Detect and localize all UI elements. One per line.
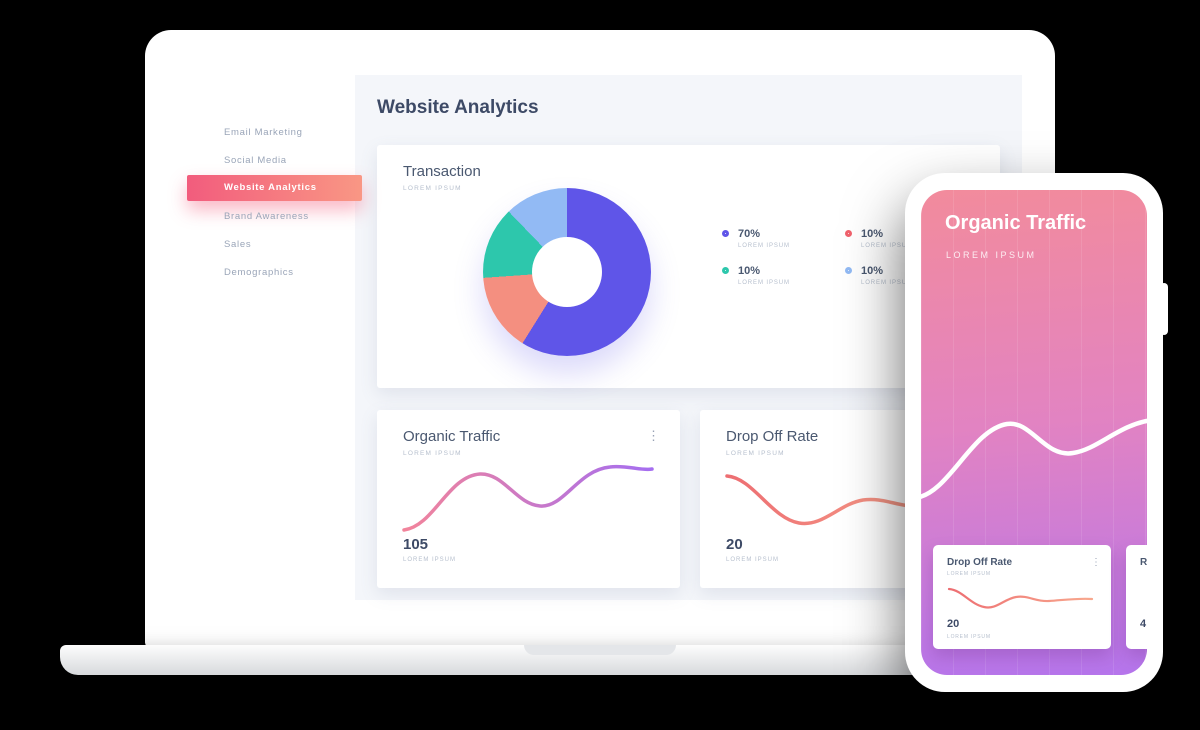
- organic-value-block: 105 LOREM IPSUM: [403, 536, 456, 563]
- phone-mockup: Organic Traffic LOREM IPSUM Drop Off Rat…: [905, 173, 1168, 692]
- phone-page-subtitle: LOREM IPSUM: [946, 250, 1037, 260]
- legend-value: 10%: [738, 265, 761, 277]
- sidebar-item-sales[interactable]: Sales: [224, 239, 252, 250]
- legend-label: LOREM IPSUM: [738, 243, 790, 249]
- organic-value: 105: [403, 536, 429, 553]
- dropoff-value: 20: [726, 536, 743, 553]
- sidebar-item-social-media[interactable]: Social Media: [224, 155, 287, 166]
- legend-label: LOREM IPSUM: [738, 280, 790, 286]
- phone-partial-card-value: 4: [1140, 618, 1147, 630]
- dropoff-title: Drop Off Rate: [726, 428, 819, 445]
- phone-card-title: Drop Off Rate: [947, 557, 1012, 568]
- kebab-menu-icon[interactable]: ⋮: [647, 428, 660, 443]
- legend-ring-red-icon: [845, 230, 852, 237]
- organic-line-chart: [402, 464, 654, 532]
- phone-partial-card-title: R: [1140, 557, 1147, 568]
- phone-organic-wave-chart: [921, 418, 1147, 499]
- organic-card-header: Organic Traffic LOREM IPSUM: [403, 428, 500, 457]
- sidebar-item-website-analytics[interactable]: Website Analytics: [187, 175, 362, 201]
- phone-screen: Organic Traffic LOREM IPSUM Drop Off Rat…: [921, 190, 1147, 675]
- legend-ring-purple-icon: [722, 230, 729, 237]
- phone-card-value-label: LOREM IPSUM: [947, 634, 991, 640]
- dropoff-card-header: Drop Off Rate LOREM IPSUM: [726, 428, 818, 457]
- phone-card-value: 20: [947, 618, 960, 630]
- legend-item-red: 10% LOREM IPSUM: [845, 228, 913, 249]
- sidebar-item-email-marketing[interactable]: Email Marketing: [224, 127, 303, 138]
- kebab-menu-icon[interactable]: ⋮: [1091, 557, 1101, 568]
- transaction-title: Transaction: [403, 163, 481, 180]
- phone-page-title: Organic Traffic: [945, 212, 1087, 234]
- legend-item-purple: 70% LOREM IPSUM: [722, 228, 790, 249]
- transaction-card-header: Transaction LOREM IPSUM: [403, 163, 481, 192]
- sidebar: Email Marketing Social Media Website Ana…: [175, 75, 362, 600]
- transaction-donut-chart: [483, 188, 651, 356]
- dropoff-value-block: 20 LOREM IPSUM: [726, 536, 779, 563]
- legend-ring-teal-icon: [722, 267, 729, 274]
- page-title: Website Analytics: [377, 97, 539, 118]
- dropoff-subtitle: LOREM IPSUM: [726, 450, 785, 457]
- legend-item-blue: 10% LOREM IPSUM: [845, 265, 913, 286]
- sidebar-item-brand-awareness[interactable]: Brand Awareness: [224, 211, 309, 222]
- phone-partial-card: R 4: [1126, 545, 1147, 649]
- legend-value: 10%: [861, 265, 884, 277]
- legend-value: 70%: [738, 228, 761, 240]
- organic-traffic-card: Organic Traffic LOREM IPSUM ⋮ 105: [377, 410, 680, 588]
- organic-value-label: LOREM IPSUM: [403, 557, 457, 563]
- phone-power-button: [1160, 283, 1168, 335]
- transaction-card: Transaction LOREM IPSUM 70% LOREM IPSUM: [377, 145, 1000, 388]
- legend-ring-blue-icon: [845, 267, 852, 274]
- organic-subtitle: LOREM IPSUM: [403, 450, 462, 457]
- phone-card-subtitle: LOREM IPSUM: [947, 571, 991, 577]
- dropoff-value-label: LOREM IPSUM: [726, 557, 780, 563]
- analytics-dashboard: Email Marketing Social Media Website Ana…: [175, 75, 1022, 600]
- laptop-base-notch: [524, 645, 676, 655]
- legend-value: 10%: [861, 228, 884, 240]
- transaction-subtitle: LOREM IPSUM: [403, 185, 462, 192]
- legend-label: LOREM IPSUM: [861, 280, 913, 286]
- legend-item-teal: 10% LOREM IPSUM: [722, 265, 790, 286]
- phone-drop-off-card: Drop Off Rate LOREM IPSUM ⋮ 20 LOREM IPS…: [933, 545, 1111, 649]
- sidebar-item-demographics[interactable]: Demographics: [224, 267, 294, 278]
- organic-title: Organic Traffic: [403, 428, 501, 445]
- legend-label: LOREM IPSUM: [861, 243, 913, 249]
- phone-dropoff-line-chart: [947, 587, 1094, 609]
